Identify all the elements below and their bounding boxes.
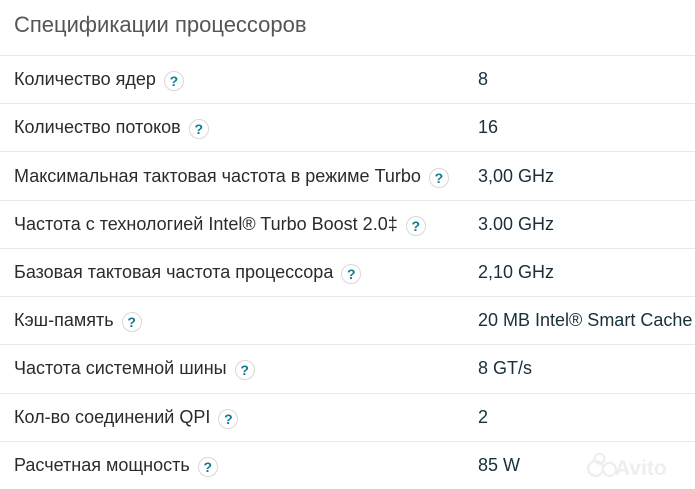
- svg-text:Avito: Avito: [615, 457, 667, 480]
